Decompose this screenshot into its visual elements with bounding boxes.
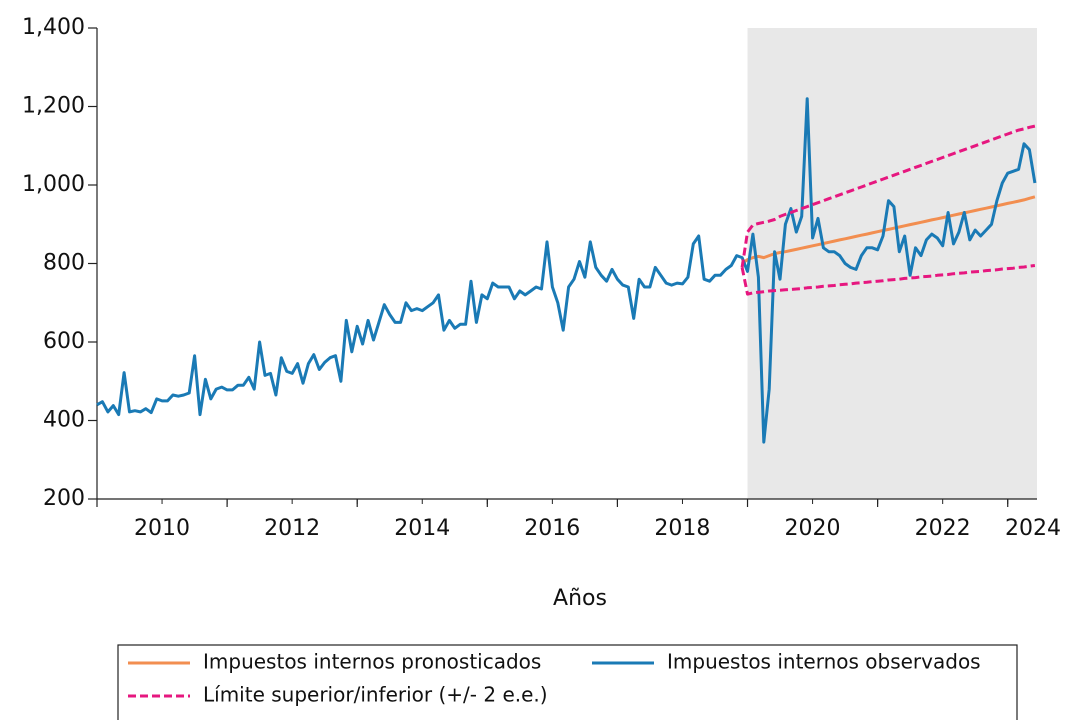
y-tick-label: 1,200 — [22, 94, 85, 119]
x-tick-label: 2022 — [915, 516, 971, 541]
legend-label: Impuestos internos pronosticados — [203, 650, 541, 674]
legend-label: Límite superior/inferior (+/- 2 e.e.) — [203, 683, 548, 707]
legend-box — [117, 644, 1018, 724]
x-tick-label: 2010 — [134, 516, 190, 541]
y-tick-label: 1,400 — [22, 15, 85, 40]
series-line — [740, 264, 1036, 296]
y-tick-label: 800 — [43, 251, 85, 276]
series-line — [741, 195, 1036, 265]
x-tick-label: 2018 — [654, 516, 710, 541]
x-axis-label: Años — [553, 586, 607, 611]
legend-label: Impuestos internos observados — [667, 650, 981, 674]
x-tick-label: 2012 — [264, 516, 320, 541]
y-tick-label: 600 — [43, 329, 85, 354]
y-tick-label: 1,000 — [22, 172, 85, 197]
forecast-region — [747, 28, 1037, 499]
x-tick-label: 2016 — [524, 516, 580, 541]
y-tick-label: 200 — [43, 486, 85, 511]
x-tick-label: 2020 — [785, 516, 841, 541]
series-line — [740, 124, 1036, 268]
x-tick-label: 2024 — [1005, 516, 1061, 541]
x-tick-label: 2014 — [394, 516, 450, 541]
series-line — [96, 97, 1037, 444]
y-tick-label: 400 — [43, 408, 85, 433]
